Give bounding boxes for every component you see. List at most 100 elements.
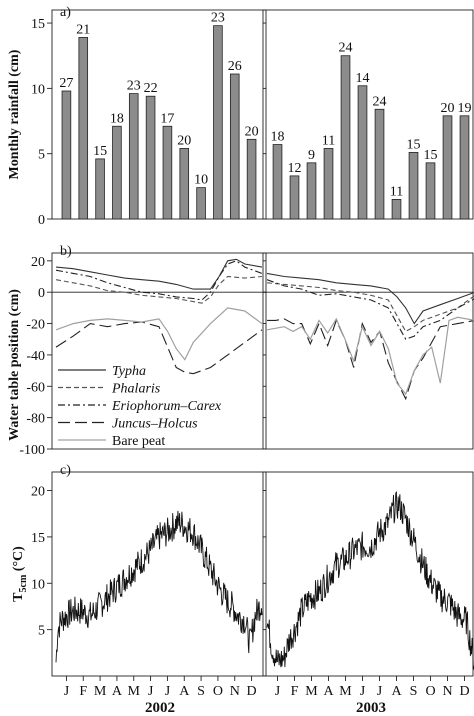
month-label: M	[339, 684, 352, 699]
water-table-line	[266, 279, 474, 340]
rainfall-bar	[408, 151, 419, 220]
rain-day-count: 11	[390, 184, 403, 199]
rain-day-count: 18	[110, 111, 124, 126]
water-table-line	[266, 282, 474, 333]
month-label: J	[64, 684, 70, 699]
rain-day-count: 11	[322, 133, 335, 148]
rainfall-bar	[128, 93, 139, 220]
rain-day-count: 22	[144, 81, 158, 96]
water-table-line	[267, 318, 474, 401]
rainfall-bar	[162, 125, 173, 220]
rainfall-ytick-label: 0	[38, 213, 45, 228]
rainfall-bar	[61, 90, 72, 220]
water-table-line	[55, 275, 263, 304]
watertable-ytick-label: 20	[31, 255, 45, 270]
legend-label: Typha	[112, 364, 146, 379]
temperature-ytick-label: 10	[31, 577, 45, 592]
month-label: F	[79, 684, 87, 699]
water-table-line	[55, 260, 263, 301]
temperature-line	[266, 491, 474, 670]
temperature-ytick-label: 20	[31, 485, 45, 500]
rain-day-count: 18	[271, 130, 285, 145]
month-label: O	[213, 684, 223, 699]
temperature-ylabel: T5cm (°C)	[11, 546, 29, 602]
water-table-line	[55, 321, 263, 375]
month-label: J	[165, 684, 171, 699]
month-label: A	[391, 684, 402, 699]
rain-day-count: 14	[356, 71, 370, 86]
water-table-line	[55, 307, 263, 361]
rain-day-count: 9	[308, 148, 315, 163]
rainfall-bar	[323, 148, 334, 220]
temperature-ytick-label: 5	[38, 624, 45, 639]
rainfall-frame-right	[262, 9, 474, 220]
panel-label-c: c)	[60, 463, 71, 478]
month-label: M	[305, 684, 318, 699]
rain-day-count: 24	[339, 41, 353, 56]
watertable-ytick-label: -100	[19, 443, 45, 458]
month-label: M	[128, 684, 141, 699]
month-label: O	[425, 684, 435, 699]
water-table-line	[266, 316, 474, 396]
rain-day-count: 15	[407, 137, 421, 152]
rain-day-count: 23	[127, 79, 141, 94]
rain-day-count: 23	[211, 11, 225, 26]
rainfall-ytick-label: 15	[31, 17, 45, 32]
rainfall-bar	[112, 125, 122, 220]
watertable-ytick-label: -40	[26, 349, 45, 364]
rainfall-bar	[374, 108, 385, 220]
month-label: N	[442, 684, 452, 699]
month-label: F	[291, 684, 299, 699]
water-table-line	[55, 258, 263, 290]
rainfall-bar	[289, 175, 300, 220]
legend-label: Eriophorum–Carex	[111, 399, 222, 414]
rainfall-bar	[229, 73, 240, 220]
month-label: M	[94, 684, 107, 699]
rain-day-count: 10	[194, 173, 208, 188]
watertable-ytick-label: 0	[38, 286, 45, 301]
panel-label-a: a)	[60, 5, 71, 20]
rain-day-count: 20	[245, 124, 259, 139]
year-label-2003: 2003	[356, 700, 386, 716]
rainfall-bar	[196, 187, 206, 220]
month-label: J	[377, 684, 383, 699]
month-label: A	[323, 684, 334, 699]
rainfall-ylabel: Monthly rainfall (cm)	[7, 49, 22, 179]
rain-day-count: 17	[160, 111, 174, 126]
month-label: J	[360, 684, 366, 699]
temperature-ytick-label: 15	[31, 531, 45, 546]
rain-day-count: 20	[177, 133, 191, 148]
watertable-ytick-label: -80	[26, 412, 45, 427]
rainfall-bar	[391, 199, 402, 220]
water-table-line	[266, 272, 474, 325]
rainfall-bar	[357, 85, 368, 220]
temperature-frame-left	[51, 471, 267, 677]
watertable-ytick-label: -20	[26, 318, 45, 333]
rainfall-bar	[340, 55, 351, 220]
month-label: S	[197, 684, 205, 699]
month-label: J	[148, 684, 154, 699]
watertable-frame-left	[51, 252, 267, 450]
month-label: N	[230, 684, 240, 699]
month-label: A	[179, 684, 190, 699]
rainfall-bar	[306, 162, 317, 220]
month-label: A	[112, 684, 123, 699]
rainfall-bar	[179, 148, 190, 220]
rainfall-ytick-label: 5	[38, 148, 45, 163]
rainfall-frame-left	[51, 9, 267, 220]
rain-day-count: 20	[441, 101, 455, 116]
rain-day-count: 15	[93, 144, 107, 159]
watertable-frame-right	[262, 252, 474, 450]
year-label-2002: 2002	[145, 700, 175, 716]
rainfall-bar	[459, 115, 470, 220]
rainfall-bar	[442, 115, 453, 220]
watertable-ylabel: Water table position (cm)	[7, 289, 22, 441]
rain-day-count: 24	[373, 94, 387, 109]
rain-day-count: 12	[288, 161, 302, 176]
panel-label-b: b)	[60, 244, 72, 259]
rainfall-bar	[425, 162, 436, 220]
temperature-frame-right	[262, 471, 474, 677]
rainfall-bar	[78, 37, 89, 220]
rainfall-bar	[95, 158, 105, 220]
